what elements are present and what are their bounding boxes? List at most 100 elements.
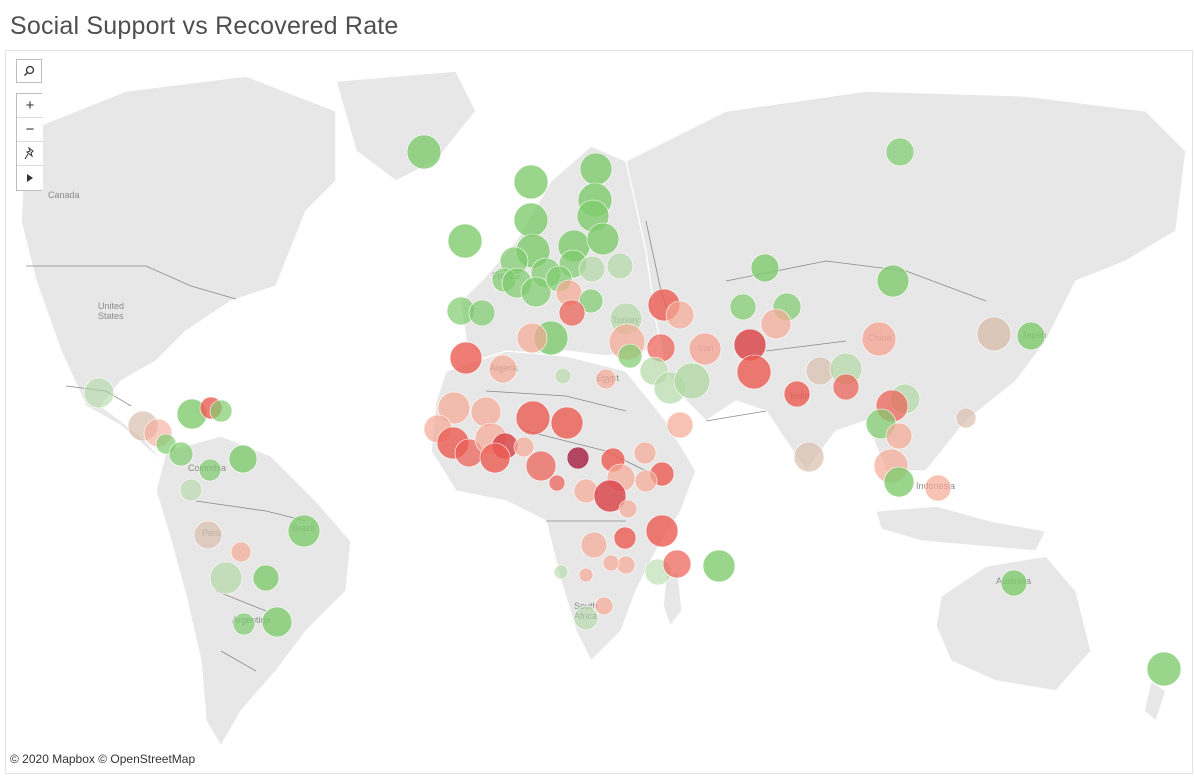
country-marker[interactable]: [209, 561, 243, 595]
country-marker[interactable]: [573, 605, 599, 631]
country-marker[interactable]: [861, 321, 897, 357]
country-marker[interactable]: [232, 612, 256, 636]
country-marker[interactable]: [1000, 569, 1028, 597]
country-marker[interactable]: [513, 436, 535, 458]
country-marker[interactable]: [566, 446, 590, 470]
country-marker[interactable]: [515, 400, 551, 436]
country-marker[interactable]: [832, 373, 860, 401]
country-marker[interactable]: [525, 450, 557, 482]
country-marker[interactable]: [261, 606, 293, 638]
country-marker[interactable]: [633, 441, 657, 465]
country-marker[interactable]: [594, 596, 614, 616]
pin-button[interactable]: [17, 142, 43, 166]
country-marker[interactable]: [613, 526, 637, 550]
country-marker[interactable]: [578, 288, 604, 314]
country-marker[interactable]: [736, 354, 772, 390]
country-marker[interactable]: [580, 531, 608, 559]
south-america-borders: [195, 500, 307, 672]
country-marker[interactable]: [168, 441, 194, 467]
marker-layer[interactable]: [83, 134, 1182, 687]
country-marker[interactable]: [578, 567, 594, 583]
indonesia-land: [875, 505, 1048, 552]
country-marker[interactable]: [688, 332, 722, 366]
country-marker[interactable]: [729, 293, 757, 321]
country-marker[interactable]: [579, 152, 613, 186]
country-marker[interactable]: [437, 391, 471, 425]
country-marker[interactable]: [83, 377, 115, 409]
country-marker[interactable]: [488, 354, 518, 384]
country-marker[interactable]: [554, 367, 572, 385]
country-marker[interactable]: [198, 458, 222, 482]
country-marker[interactable]: [513, 202, 549, 238]
country-marker[interactable]: [479, 442, 511, 474]
country-marker[interactable]: [1146, 651, 1182, 687]
country-marker[interactable]: [666, 411, 694, 439]
country-marker[interactable]: [193, 520, 223, 550]
country-marker[interactable]: [617, 343, 643, 369]
country-marker[interactable]: [645, 514, 679, 548]
australia-land: [935, 555, 1092, 692]
country-marker[interactable]: [616, 555, 636, 575]
play-icon: [27, 174, 33, 182]
country-marker[interactable]: [885, 137, 915, 167]
country-marker[interactable]: [702, 549, 736, 583]
map-attribution: © 2020 Mapbox © OpenStreetMap: [10, 752, 196, 766]
country-marker[interactable]: [287, 514, 321, 548]
country-marker[interactable]: [209, 399, 233, 423]
country-marker[interactable]: [955, 407, 977, 429]
pin-icon: [24, 146, 34, 159]
zoom-in-button[interactable]: +: [17, 94, 43, 118]
country-marker[interactable]: [602, 554, 620, 572]
country-marker[interactable]: [606, 252, 634, 280]
country-marker[interactable]: [805, 356, 835, 386]
map-view[interactable]: CanadaUnitedStatesColombiaPeruBrazilArge…: [5, 50, 1193, 774]
country-marker[interactable]: [447, 223, 483, 259]
country-marker[interactable]: [230, 541, 252, 563]
search-button[interactable]: [16, 59, 42, 83]
country-marker[interactable]: [673, 362, 711, 400]
country-marker[interactable]: [468, 299, 496, 327]
country-marker[interactable]: [513, 164, 549, 200]
country-marker[interactable]: [976, 316, 1012, 352]
country-marker[interactable]: [228, 444, 258, 474]
play-button[interactable]: [17, 166, 43, 190]
country-marker[interactable]: [793, 441, 825, 473]
country-marker[interactable]: [470, 396, 502, 428]
country-marker[interactable]: [883, 466, 915, 498]
country-marker[interactable]: [924, 474, 952, 502]
country-marker[interactable]: [593, 479, 627, 513]
country-marker[interactable]: [586, 222, 620, 256]
map-toolbar: + −: [16, 59, 43, 191]
country-marker[interactable]: [520, 276, 552, 308]
country-marker[interactable]: [449, 341, 483, 375]
world-map[interactable]: CanadaUnitedStatesColombiaPeruBrazilArge…: [6, 51, 1192, 773]
country-marker[interactable]: [550, 406, 584, 440]
country-marker[interactable]: [750, 253, 780, 283]
country-marker[interactable]: [406, 134, 442, 170]
country-marker[interactable]: [634, 469, 658, 493]
country-marker[interactable]: [1016, 321, 1046, 351]
country-marker[interactable]: [578, 255, 606, 283]
country-marker[interactable]: [618, 499, 638, 519]
zoom-out-button[interactable]: −: [17, 118, 43, 142]
search-icon: [24, 65, 35, 76]
country-marker[interactable]: [252, 564, 280, 592]
zoom-controls: + −: [16, 93, 43, 191]
country-marker[interactable]: [662, 549, 692, 579]
country-marker[interactable]: [516, 322, 548, 354]
africa-land: [430, 350, 697, 663]
country-marker[interactable]: [760, 308, 792, 340]
country-marker[interactable]: [885, 422, 913, 450]
page-title: Social Support vs Recovered Rate: [10, 12, 399, 40]
country-marker[interactable]: [876, 264, 910, 298]
plus-icon: +: [25, 97, 35, 114]
south-america-land: [155, 435, 352, 748]
country-marker[interactable]: [783, 380, 811, 408]
country-marker[interactable]: [595, 368, 617, 390]
country-marker[interactable]: [558, 299, 586, 327]
map-label-canada: Canada: [48, 190, 80, 200]
country-marker[interactable]: [548, 474, 566, 492]
country-marker[interactable]: [665, 300, 695, 330]
country-marker[interactable]: [553, 564, 569, 580]
country-marker[interactable]: [179, 478, 203, 502]
